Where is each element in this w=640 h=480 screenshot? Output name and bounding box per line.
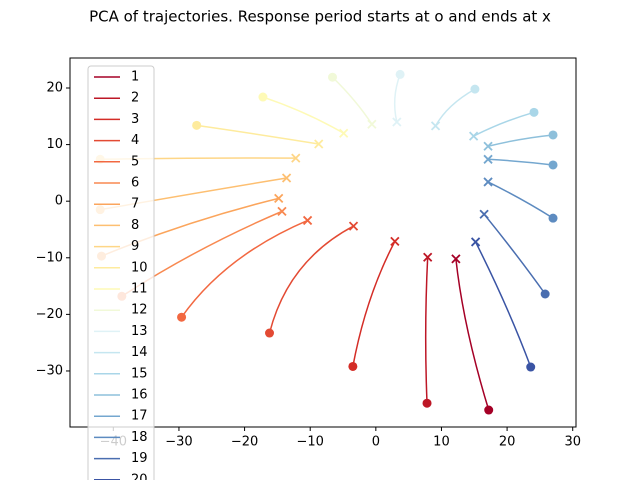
end-marker xyxy=(483,177,493,187)
legend-label: 19 xyxy=(131,451,148,466)
x-tick-label: −10 xyxy=(296,435,323,450)
y-tick-label: −30 xyxy=(36,363,63,378)
legend-label: 18 xyxy=(131,430,148,445)
end-marker xyxy=(483,141,493,151)
trajectory xyxy=(424,257,429,404)
end-marker xyxy=(451,254,461,264)
start-marker xyxy=(422,398,432,408)
start-marker xyxy=(328,72,338,82)
start-marker xyxy=(348,361,358,371)
end-marker xyxy=(314,139,324,149)
start-marker xyxy=(526,362,536,372)
legend-label: 20 xyxy=(131,472,148,480)
end-marker xyxy=(470,237,481,247)
end-marker xyxy=(339,128,349,138)
start-marker xyxy=(529,107,539,117)
trajectory xyxy=(331,76,373,125)
trajectory xyxy=(434,88,476,127)
legend-label: 9 xyxy=(131,239,139,254)
end-marker xyxy=(423,252,433,262)
legend-label: 7 xyxy=(131,197,139,212)
y-tick-label: 0 xyxy=(55,194,63,209)
trajectory xyxy=(455,258,490,411)
end-marker xyxy=(479,209,489,219)
legend-label: 17 xyxy=(131,409,148,424)
x-tick-label: −30 xyxy=(165,435,192,450)
legend-label: 6 xyxy=(131,176,139,191)
legend-label: 16 xyxy=(131,388,148,403)
end-marker xyxy=(291,153,301,163)
legend-label: 8 xyxy=(131,218,139,233)
legend-label: 1 xyxy=(131,70,139,85)
x-tick-label: −20 xyxy=(231,435,258,450)
legend-label: 12 xyxy=(131,303,148,318)
plot-frame xyxy=(69,57,577,428)
x-tick-label: 0 xyxy=(372,435,380,450)
trajectory xyxy=(487,181,554,219)
start-marker xyxy=(192,120,202,130)
trajectory xyxy=(268,225,354,334)
legend-label: 15 xyxy=(131,366,148,381)
end-marker xyxy=(281,173,292,183)
x-tick-label: 10 xyxy=(433,435,450,450)
trajectory xyxy=(262,96,345,134)
legend-label: 11 xyxy=(131,282,148,297)
start-marker xyxy=(258,92,268,102)
y-tick-label: −10 xyxy=(36,250,63,265)
legend-label: 3 xyxy=(131,112,139,127)
end-marker xyxy=(483,154,493,164)
end-marker xyxy=(390,236,400,247)
trajectory xyxy=(488,158,554,166)
start-marker xyxy=(395,69,405,79)
start-marker xyxy=(265,328,275,338)
end-marker xyxy=(367,119,377,129)
end-marker xyxy=(348,221,359,231)
trajectory xyxy=(352,241,396,367)
start-marker xyxy=(540,289,550,299)
end-marker xyxy=(392,117,402,127)
start-marker xyxy=(470,84,480,94)
chart-title: PCA of trajectories. Response period sta… xyxy=(89,8,551,26)
x-tick-label: 30 xyxy=(564,435,581,450)
legend-label: 4 xyxy=(131,133,139,148)
legend-label: 5 xyxy=(131,154,139,169)
end-marker xyxy=(277,206,287,217)
y-tick-label: −20 xyxy=(36,307,63,322)
end-marker xyxy=(274,193,284,203)
legend-box xyxy=(87,65,155,480)
legend-label: 14 xyxy=(131,345,148,360)
start-marker xyxy=(548,213,558,223)
end-marker xyxy=(302,215,313,226)
y-tick-label: 20 xyxy=(46,80,63,95)
y-tick-label: 10 xyxy=(46,137,63,152)
trajectory xyxy=(180,219,308,318)
start-marker xyxy=(548,130,558,140)
trajectory xyxy=(473,111,535,137)
trajectory xyxy=(483,213,546,295)
x-tick-label: 20 xyxy=(499,435,516,450)
trajectory xyxy=(393,74,401,123)
legend-label: 2 xyxy=(131,91,139,106)
start-marker xyxy=(177,312,187,322)
trajectory xyxy=(487,134,554,148)
legend-label: 13 xyxy=(131,324,148,339)
start-marker xyxy=(484,405,494,415)
end-marker xyxy=(430,121,441,131)
start-marker xyxy=(548,160,558,170)
legend-label: 10 xyxy=(131,260,148,275)
trajectory xyxy=(474,241,532,368)
end-marker xyxy=(468,131,479,141)
trajectory xyxy=(196,124,319,145)
